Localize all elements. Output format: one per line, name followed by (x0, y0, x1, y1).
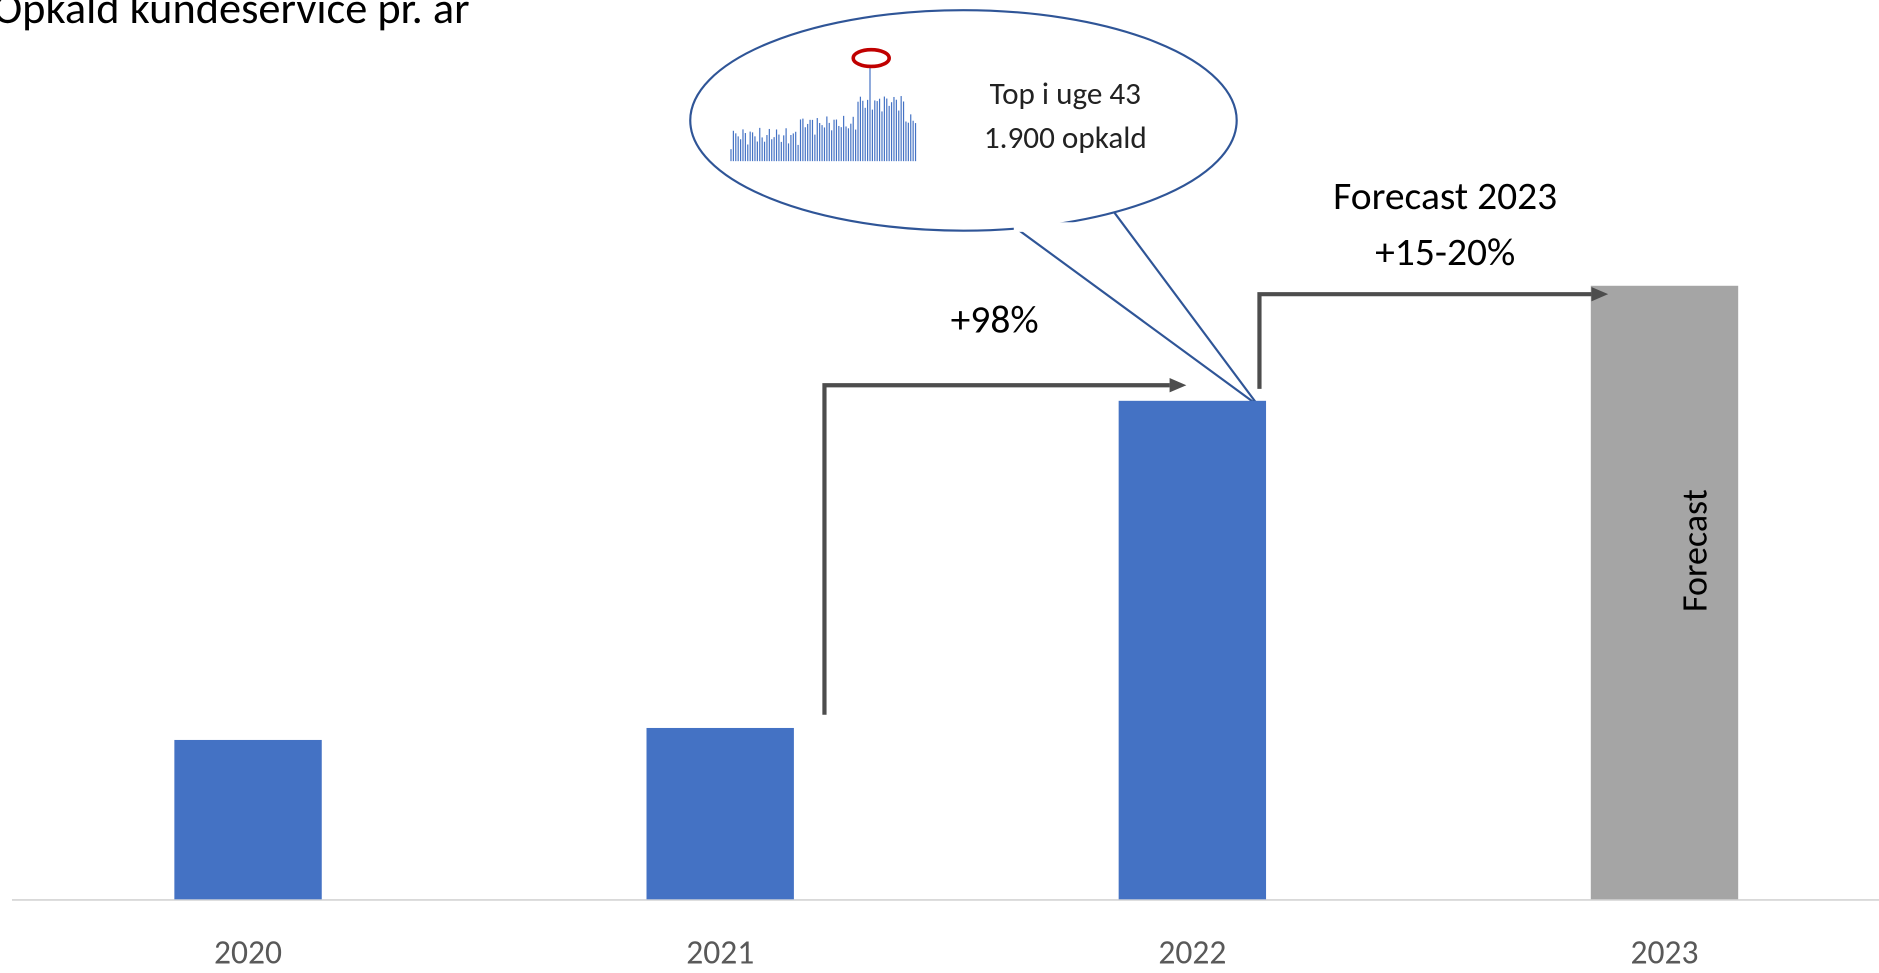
arrow-2021-2022 (822, 383, 1170, 715)
callout-tail (1015, 212, 1260, 407)
callout: Top i uge 43 1.900 opkald (689, 9, 1260, 407)
bar (1118, 400, 1267, 900)
x-tick-label: 2022 (1158, 933, 1226, 973)
forecast-title: Forecast 2023 (1333, 171, 1557, 220)
forecast-bar-label: Forecast (1673, 489, 1717, 612)
callout-text: Top i uge 43 (990, 75, 1141, 113)
callout-bubble (689, 9, 1238, 232)
callout-text: 1.900 opkald (984, 119, 1147, 157)
arrowhead (1169, 378, 1187, 393)
forecast-growth: +15-20% (1375, 227, 1515, 276)
x-tick-label: 2020 (214, 933, 282, 973)
x-tick-label: 2023 (1630, 933, 1698, 973)
mini-chart (730, 67, 917, 162)
growth-arrows (822, 286, 1609, 715)
callout-join (1013, 222, 1117, 232)
arrow-2022-2023 (1257, 292, 1592, 389)
growth-label: +98% (951, 294, 1039, 343)
x-tick-label: 2021 (686, 933, 754, 973)
bar (174, 739, 322, 900)
arrowhead (1591, 286, 1609, 302)
peak-circle (851, 47, 891, 69)
bar (1590, 285, 1739, 900)
chart-title: Opkald kundeservice pr. år (0, 0, 470, 35)
bar (646, 727, 794, 900)
